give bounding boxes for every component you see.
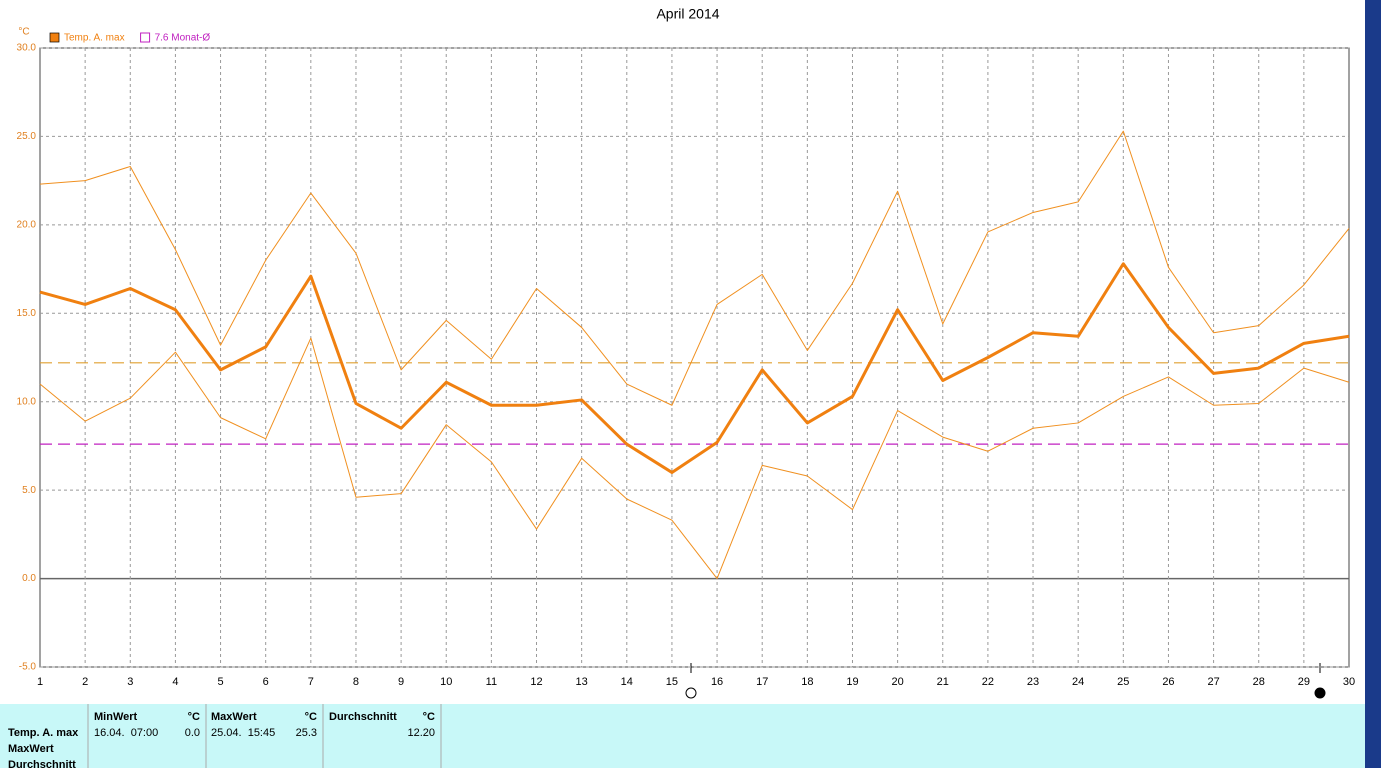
y-axis-label: °C xyxy=(18,27,29,38)
cell-value: 0.0 xyxy=(185,727,200,739)
column-header: MinWert xyxy=(94,711,138,723)
x-tick-label: 12 xyxy=(530,676,542,688)
row-label: Durchschnitt xyxy=(8,759,76,768)
y-tick-label: 20.0 xyxy=(17,219,37,230)
x-tick-label: 27 xyxy=(1207,676,1219,688)
x-tick-label: 3 xyxy=(127,676,133,688)
x-tick-label: 26 xyxy=(1162,676,1174,688)
x-tick-label: 30 xyxy=(1343,676,1355,688)
y-tick-label: -5.0 xyxy=(19,662,37,673)
x-tick-label: 22 xyxy=(982,676,994,688)
new-moon xyxy=(1314,687,1326,699)
cell-value: 25.3 xyxy=(296,727,317,739)
window-edge xyxy=(1365,0,1381,768)
series-line xyxy=(39,262,1350,474)
series-line xyxy=(39,337,1350,580)
x-tick-label: 9 xyxy=(398,676,404,688)
x-tick-label: 11 xyxy=(486,676,497,688)
y-tick-label: 30.0 xyxy=(17,43,37,54)
x-tick-label: 7 xyxy=(308,676,314,688)
row-label: Temp. A. max xyxy=(8,727,79,739)
x-tick-label: 4 xyxy=(172,676,178,688)
x-tick-label: 2 xyxy=(82,676,88,688)
x-tick-label: 10 xyxy=(440,676,452,688)
y-tick-label: 15.0 xyxy=(17,308,37,319)
x-tick-label: 29 xyxy=(1298,676,1310,688)
full-moon xyxy=(685,687,697,699)
legend-swatch xyxy=(49,32,60,43)
x-tick-label: 13 xyxy=(576,676,588,688)
x-tick-label: 14 xyxy=(621,676,633,688)
y-tick-label: 25.0 xyxy=(17,131,37,142)
x-tick-label: 16 xyxy=(711,676,723,688)
plot-frame xyxy=(39,47,1350,668)
cell-value: 12.20 xyxy=(407,727,435,739)
stats-panel xyxy=(0,704,1365,768)
x-tick-label: 25 xyxy=(1117,676,1129,688)
x-tick-label: 19 xyxy=(846,676,858,688)
x-tick-label: 6 xyxy=(263,676,269,688)
x-tick-label: 18 xyxy=(801,676,813,688)
chart-title: April 2014 xyxy=(656,6,719,22)
legend-label: 7.6 Monat-Ø xyxy=(155,33,211,44)
x-tick-label: 5 xyxy=(217,676,223,688)
y-tick-label: 5.0 xyxy=(22,485,36,496)
legend-label: Temp. A. max xyxy=(64,33,125,44)
x-tick-label: 23 xyxy=(1027,676,1039,688)
column-header: Durchschnitt xyxy=(329,711,397,723)
column-unit: °C xyxy=(188,711,200,723)
column-unit: °C xyxy=(305,711,317,723)
y-tick-label: 0.0 xyxy=(22,573,36,584)
cell-date: 25.04. 15:45 xyxy=(211,727,275,739)
row-label: MaxWert xyxy=(8,743,54,755)
x-tick-label: 1 xyxy=(37,676,43,688)
x-tick-label: 21 xyxy=(937,676,949,688)
x-tick-label: 8 xyxy=(353,676,359,688)
column-header: MaxWert xyxy=(211,711,257,723)
cell-date: 16.04. 07:00 xyxy=(94,727,158,739)
legend-swatch xyxy=(140,32,151,43)
x-tick-label: 17 xyxy=(756,676,768,688)
x-tick-label: 24 xyxy=(1072,676,1084,688)
column-unit: °C xyxy=(423,711,435,723)
x-tick-label: 15 xyxy=(666,676,678,688)
x-tick-label: 20 xyxy=(891,676,903,688)
y-tick-label: 10.0 xyxy=(17,396,37,407)
series-line xyxy=(39,130,1350,406)
x-tick-label: 28 xyxy=(1253,676,1265,688)
